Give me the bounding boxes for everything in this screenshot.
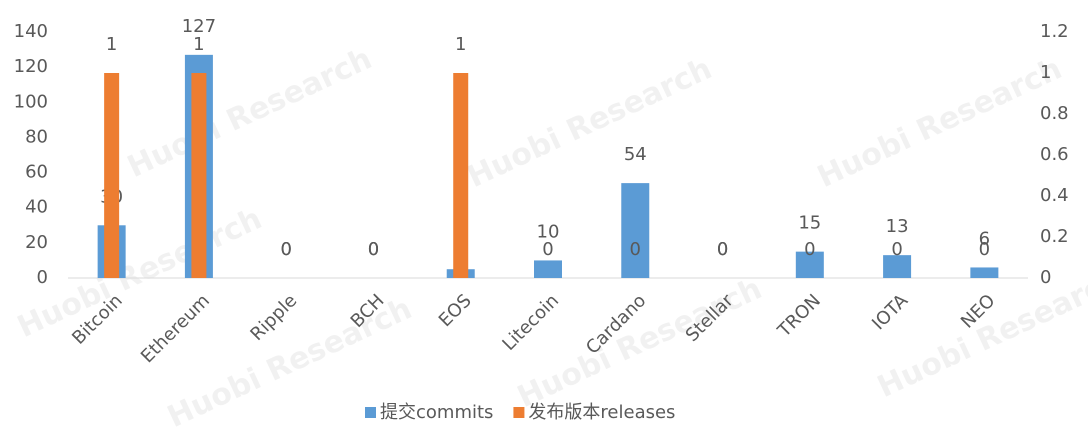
- bar: [883, 255, 912, 278]
- value-label: 10: [537, 221, 560, 242]
- value-label: 15: [798, 213, 821, 234]
- bar: [795, 251, 824, 278]
- y2-tick-label: 1.2: [1040, 21, 1069, 42]
- y-tick-label: 40: [25, 197, 48, 218]
- watermark: Huobi Research: [462, 51, 717, 195]
- x-tick-label: TRON: [773, 290, 825, 342]
- value-label: 0: [891, 239, 902, 260]
- y2-tick-label: 0.4: [1040, 185, 1069, 206]
- value-label: 0: [804, 239, 815, 260]
- value-label: 0: [368, 239, 379, 260]
- value-label: 0: [280, 239, 291, 260]
- value-label: 6: [979, 228, 990, 249]
- x-tick-label: IOTA: [868, 290, 913, 335]
- watermark: Huobi Research: [812, 51, 1067, 195]
- value-label: 1: [455, 34, 466, 55]
- x-tick-label: Ethereum: [137, 290, 214, 367]
- bar: [453, 73, 469, 278]
- value-label: 0: [280, 239, 291, 260]
- y-tick-label: 0: [37, 267, 48, 288]
- value-label: 0: [717, 239, 728, 260]
- y-tick-label: 80: [25, 126, 48, 147]
- value-label: 1: [193, 34, 204, 55]
- y-tick-label: 60: [25, 162, 48, 183]
- value-label: 0: [368, 239, 379, 260]
- x-tick-label: EOS: [435, 290, 476, 331]
- y-tick-label: 20: [25, 232, 48, 253]
- value-label: 0: [979, 239, 990, 260]
- x-tick-label: Ripple: [246, 290, 301, 345]
- bar: [191, 73, 207, 278]
- y2-tick-label: 0: [1040, 267, 1051, 288]
- y-tick-label: 100: [14, 91, 48, 112]
- legend-label: 提交commits: [380, 402, 493, 423]
- bar: [104, 73, 120, 278]
- value-label: 54: [624, 144, 647, 165]
- value-label: 127: [182, 16, 216, 37]
- y2-tick-label: 0.6: [1040, 144, 1069, 165]
- y-tick-label: 140: [14, 21, 48, 42]
- legend-label: 发布版本releases: [528, 402, 675, 423]
- watermark: Huobi Research: [872, 261, 1088, 405]
- y2-tick-label: 0.8: [1040, 103, 1069, 124]
- value-label: 0: [717, 239, 728, 260]
- bar: [621, 183, 650, 278]
- y2-tick-label: 1: [1040, 62, 1051, 83]
- watermark: Huobi Research: [122, 41, 377, 185]
- value-label: 0: [542, 239, 553, 260]
- value-label: 1: [106, 34, 117, 55]
- bar: [970, 267, 999, 278]
- y2-tick-label: 0.2: [1040, 226, 1069, 247]
- x-tick-label: Litecoin: [498, 290, 563, 355]
- legend-swatch: [513, 407, 525, 418]
- legend-swatch: [365, 407, 376, 418]
- watermark: Huobi Research: [12, 201, 267, 345]
- value-label: 13: [886, 216, 909, 237]
- y-tick-label: 120: [14, 56, 48, 77]
- value-label: 0: [630, 239, 641, 260]
- bar: [534, 260, 562, 278]
